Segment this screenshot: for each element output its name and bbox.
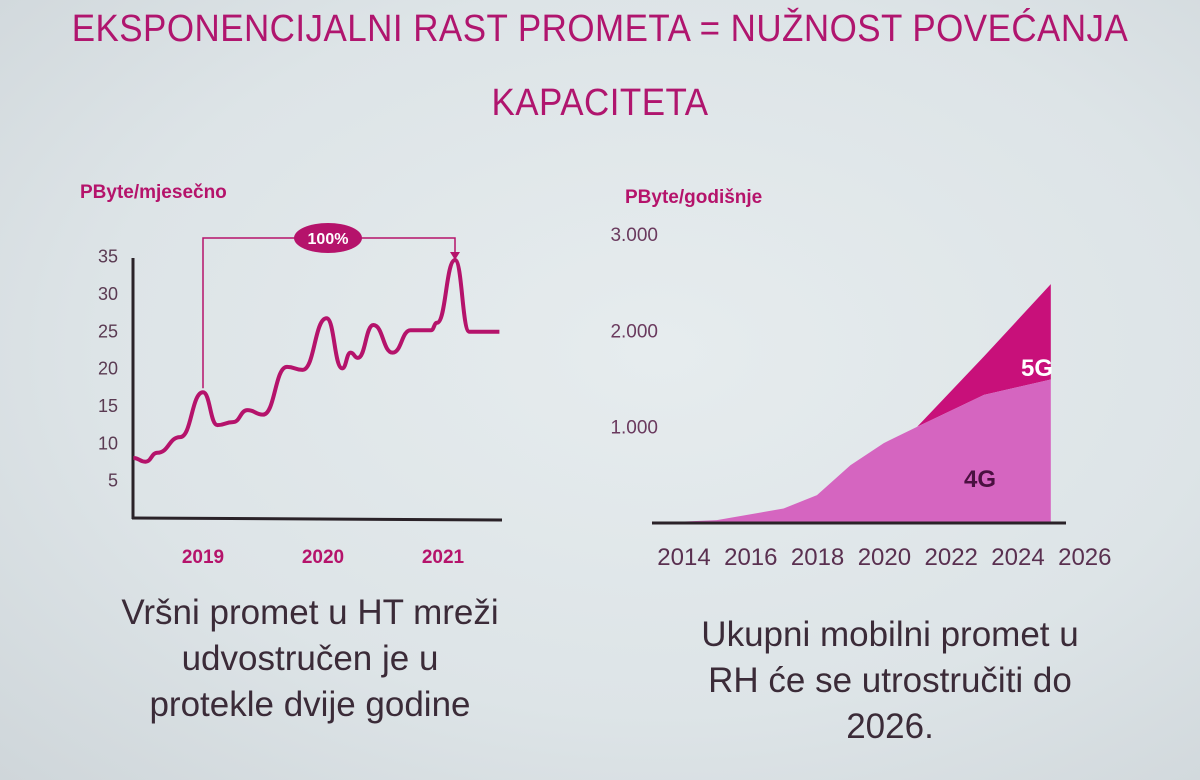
- x-tick-label: 2014: [657, 544, 710, 571]
- y-tick-label: 10: [98, 433, 118, 453]
- y-tick-label: 2.000: [610, 321, 658, 342]
- right-caption-line: Ukupni mobilni promet u: [701, 615, 1079, 654]
- y-tick-label: 25: [98, 321, 118, 341]
- annotation-label: 100%: [308, 231, 349, 248]
- right-caption-line: 2026.: [846, 707, 934, 746]
- y-axis-label: PByte/mjesečno: [80, 182, 227, 203]
- y-axis-label: PByte/godišnje: [625, 187, 762, 208]
- y-tick-label: 1.000: [610, 418, 658, 439]
- y-tick-label: 5: [108, 471, 118, 491]
- right-caption-line: RH će se utrostručiti do: [708, 661, 1072, 700]
- left-caption: Vršni promet u HT mreži udvostručen je u…: [90, 590, 530, 728]
- left-caption-line: Vršni promet u HT mreži: [121, 593, 499, 632]
- annotation-bracket: [202, 237, 456, 389]
- y-tick-label: 30: [98, 284, 118, 304]
- x-tick-label: 2022: [925, 544, 978, 571]
- series-label-4g: 4G: [964, 466, 996, 493]
- annotation-arrowhead: [450, 252, 460, 260]
- x-tick-label: 2020: [858, 544, 911, 571]
- x-tick-label: 2020: [302, 547, 344, 568]
- series-label-5g: 5G: [1021, 355, 1053, 382]
- y-tick-label: 20: [98, 359, 118, 379]
- right-caption: Ukupni mobilni promet u RH će se utrostr…: [640, 612, 1140, 750]
- x-tick-label: 2019: [182, 547, 224, 568]
- x-tick-label: 2016: [724, 544, 777, 571]
- annotation-badge: [294, 223, 362, 253]
- slide-title-line-2: KAPACITETA: [491, 82, 709, 124]
- y-tick-label: 15: [98, 396, 118, 416]
- x-tick-label: 2021: [422, 547, 465, 568]
- x-tick-label: 2018: [791, 544, 844, 571]
- left-caption-line: udvostručen je u: [181, 639, 439, 678]
- slide-title-line-1: EKSPONENCIJALNI RAST PROMETA = NUŽNOST P…: [71, 8, 1129, 50]
- x-axis: [131, 516, 503, 522]
- series-line: [133, 258, 500, 464]
- y-tick-label: 3.000: [610, 225, 658, 246]
- left-caption-line: protekle dvije godine: [149, 685, 471, 724]
- area-4g: [650, 379, 1051, 523]
- x-tick-label: 2024: [991, 544, 1044, 571]
- x-tick-label: 2026: [1058, 544, 1111, 571]
- y-tick-label: 35: [98, 247, 118, 267]
